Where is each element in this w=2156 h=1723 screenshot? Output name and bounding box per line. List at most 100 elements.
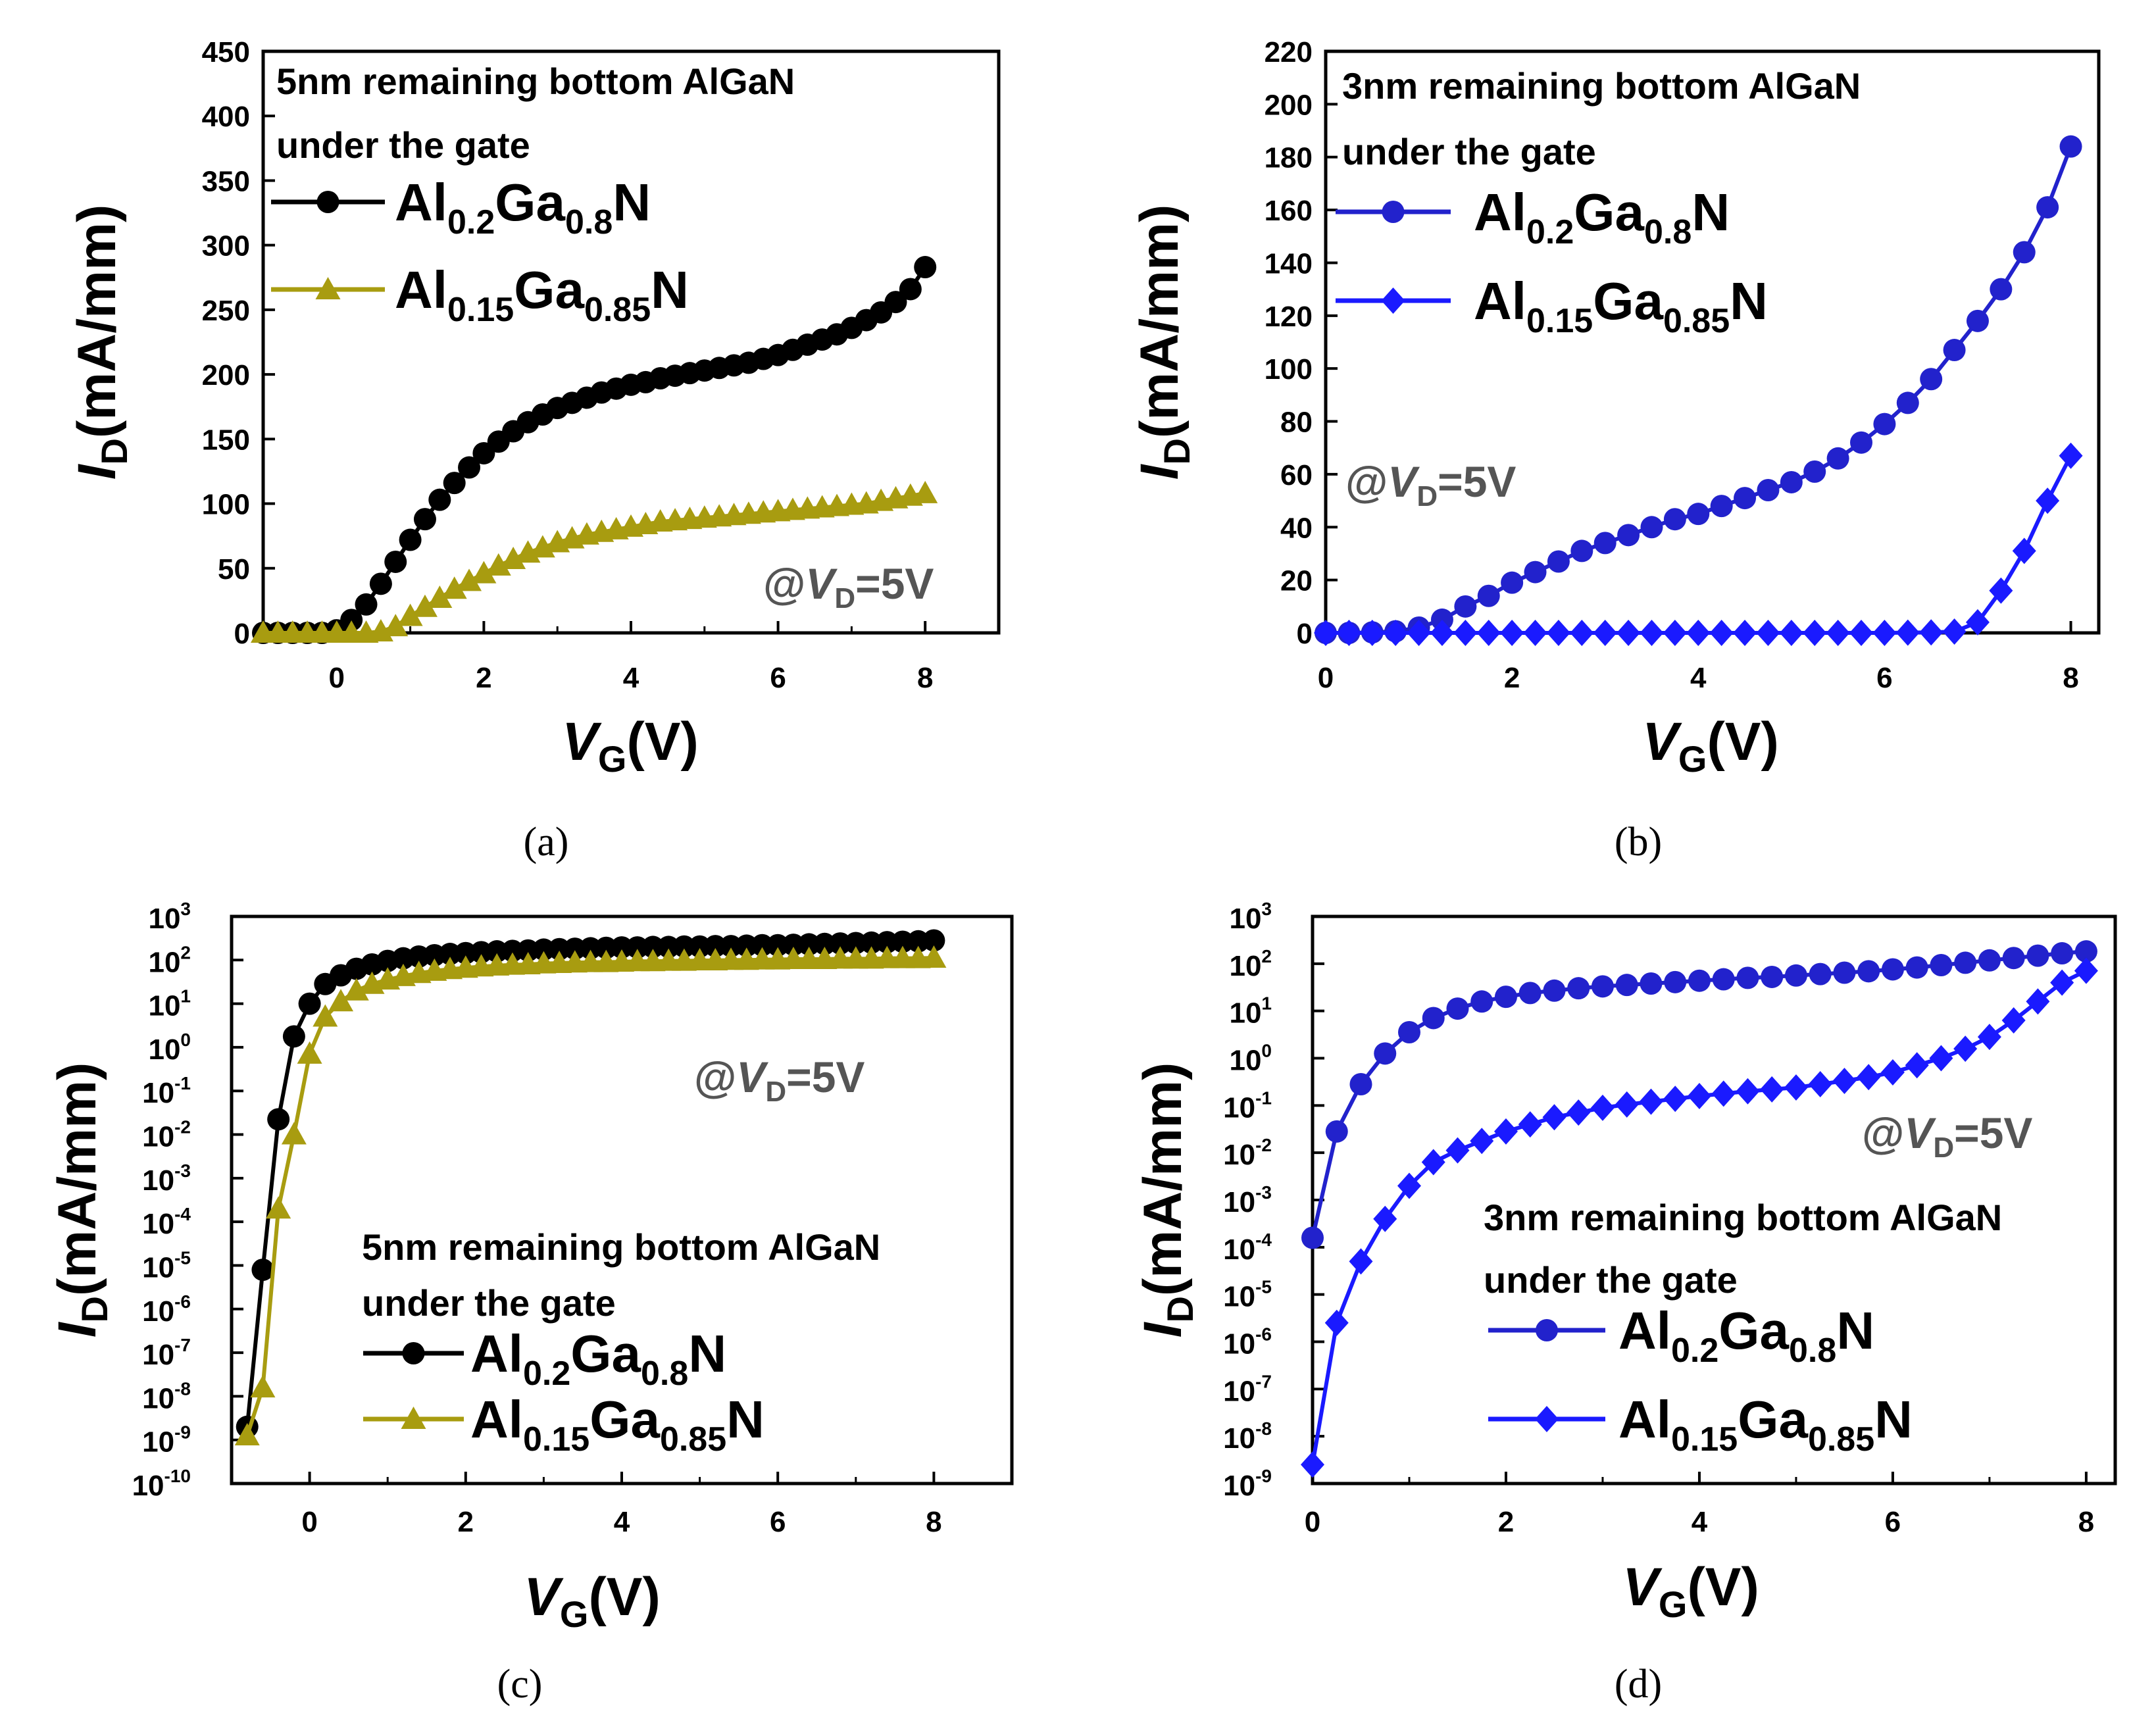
panel-label: (c) xyxy=(497,1662,543,1707)
condition-v: V xyxy=(1388,457,1420,506)
data-point xyxy=(1591,975,1614,998)
y-tick-exponent: -6 xyxy=(1255,1324,1272,1345)
data-point xyxy=(1421,1149,1445,1176)
condition-sub: D xyxy=(1933,1132,1954,1164)
y-axis-label-main: I xyxy=(47,1321,107,1337)
legend-label-part: Al xyxy=(1618,1301,1671,1360)
y-axis-label-main: I xyxy=(67,463,127,480)
data-point xyxy=(1430,608,1453,631)
data-point xyxy=(2001,1007,2026,1034)
data-point xyxy=(1615,974,1638,997)
x-axis-label-rest: (V) xyxy=(1707,712,1778,772)
data-point xyxy=(1567,977,1590,1000)
data-point xyxy=(2013,241,2036,264)
data-point xyxy=(626,936,649,959)
x-tick-label: 6 xyxy=(1876,662,1892,694)
x-axis-label-rest: (V) xyxy=(588,1567,660,1627)
legend-label-sub: 0.85 xyxy=(1808,1420,1874,1459)
y-tick-label: 10-6 xyxy=(142,1291,191,1328)
y-tick-label: 10-9 xyxy=(142,1422,191,1459)
data-point xyxy=(343,978,369,1001)
data-point xyxy=(2059,442,2083,469)
data-point xyxy=(1301,1451,1324,1478)
panel-label: (d) xyxy=(1615,1662,1662,1707)
y-tick-base: 10 xyxy=(142,1295,174,1328)
legend-marker xyxy=(315,277,341,299)
legend-label-sub: 0.2 xyxy=(1671,1332,1718,1370)
legend-label: Al0.15Ga0.85N xyxy=(1618,1390,1913,1459)
x-axis-label: VG(V) xyxy=(562,712,699,780)
condition-at: @ xyxy=(763,559,805,608)
data-point xyxy=(1919,619,1943,646)
annotation-note: 3nm remaining bottom AlGaN xyxy=(1342,65,1861,107)
y-tick-label: 200 xyxy=(202,359,250,391)
y-tick-base: 10 xyxy=(1223,1091,1255,1124)
series-Al0.15Ga0.85N xyxy=(251,480,938,643)
data-point xyxy=(672,935,695,958)
y-tick-exponent: -8 xyxy=(174,1378,191,1399)
data-point xyxy=(921,945,947,968)
y-tick-label: 10-5 xyxy=(142,1247,191,1284)
y-tick-base: 10 xyxy=(142,1339,174,1371)
y-tick-label: 10-4 xyxy=(142,1204,191,1240)
data-point xyxy=(1711,1080,1736,1107)
y-tick-label: 100 xyxy=(202,489,250,521)
y-tick-label: 10-5 xyxy=(1223,1277,1272,1313)
legend-label: Al0.15Ga0.85N xyxy=(470,1390,765,1459)
y-tick-exponent: -3 xyxy=(1255,1182,1272,1203)
data-point xyxy=(1547,550,1570,573)
legend-label-sub: 0.2 xyxy=(447,203,495,241)
x-axis-label-rest: (V) xyxy=(626,712,698,772)
x-axis-label: VG(V) xyxy=(1642,712,1779,780)
y-tick-label: 10-8 xyxy=(142,1378,191,1414)
legend-marker xyxy=(1381,287,1405,314)
data-point xyxy=(1929,1045,1953,1072)
data-point xyxy=(532,938,555,961)
annotation-note: under the gate xyxy=(1484,1259,1738,1301)
data-point xyxy=(458,456,481,479)
condition-sub: D xyxy=(1416,480,1438,512)
annotation-note: 3nm remaining bottom AlGaN xyxy=(1484,1197,2002,1238)
y-tick-base: 10 xyxy=(142,1208,174,1240)
data-point xyxy=(282,1025,305,1048)
data-point xyxy=(1373,1205,1397,1232)
y-tick-label: 10-2 xyxy=(1223,1135,1272,1171)
legend-entry: Al0.2Ga0.8N xyxy=(1336,183,1730,251)
data-point xyxy=(1905,956,1928,979)
data-point xyxy=(281,1122,307,1145)
y-tick-exponent: -5 xyxy=(1255,1277,1272,1297)
data-point xyxy=(1470,1128,1494,1155)
data-point xyxy=(1663,1086,1688,1112)
legend-label-sub: 0.85 xyxy=(660,1420,726,1459)
condition-at: @ xyxy=(694,1053,736,1101)
chart-panel-a: 0 2 4 6 8050100150200250300350400450VG(V)ID(… xyxy=(67,36,1001,864)
data-point xyxy=(443,472,466,495)
y-tick-exponent: -9 xyxy=(174,1422,191,1443)
data-point xyxy=(1543,979,1566,1002)
legend-label: Al0.2Ga0.8N xyxy=(1618,1301,1874,1370)
legend-label-part: Ga xyxy=(495,173,565,232)
legend-label-part: N xyxy=(1874,1390,1913,1449)
y-axis-label-rest: (mA/mm) xyxy=(1133,1062,1193,1296)
x-tick-label: 6 xyxy=(770,662,786,694)
data-point xyxy=(250,1375,276,1398)
legend-marker xyxy=(401,1407,426,1429)
y-tick-label: 60 xyxy=(1280,459,1313,491)
x-tick-label: 6 xyxy=(770,1506,786,1538)
data-point xyxy=(1881,958,1904,981)
data-point xyxy=(1476,620,1501,646)
y-tick-base: 10 xyxy=(148,946,180,978)
y-axis-label-rest: (mA/mm) xyxy=(47,1062,107,1296)
y-tick-label: 10-6 xyxy=(1223,1324,1272,1361)
data-point xyxy=(1873,412,1896,436)
y-tick-exponent: -3 xyxy=(174,1161,191,1181)
data-point xyxy=(797,933,820,956)
data-point xyxy=(1757,479,1780,502)
y-tick-exponent: -4 xyxy=(174,1204,191,1224)
y-tick-exponent: -5 xyxy=(174,1247,191,1268)
condition-sub: D xyxy=(834,582,855,614)
y-tick-exponent: -9 xyxy=(1255,1466,1272,1486)
legend-marker xyxy=(402,1342,425,1364)
y-tick-label: 103 xyxy=(148,899,191,935)
data-point xyxy=(1663,508,1686,531)
